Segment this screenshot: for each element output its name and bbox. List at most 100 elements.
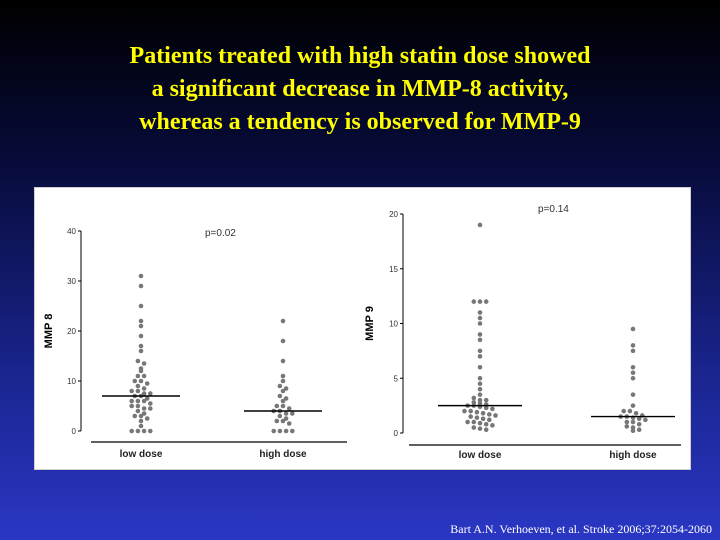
data-point: [624, 424, 630, 429]
data-point: [135, 403, 141, 409]
data-point: [477, 397, 483, 403]
data-point: [468, 408, 474, 414]
data-point: [277, 428, 283, 434]
data-point: [135, 373, 141, 379]
data-point: [627, 408, 633, 414]
data-point: [471, 419, 477, 425]
data-point: [630, 425, 636, 430]
data-point: [129, 388, 134, 394]
data-point: [483, 427, 489, 433]
data-point: [493, 413, 498, 418]
data-point: [477, 401, 483, 406]
data-point: [138, 303, 144, 309]
p-value-annotation: p=0.14: [538, 204, 569, 215]
data-point: [135, 428, 141, 434]
data-point: [477, 332, 483, 337]
title-line-3: whereas a tendency is observed for MMP-9: [139, 109, 581, 135]
data-point: [274, 403, 280, 409]
data-point: [290, 428, 295, 434]
data-point: [465, 419, 470, 425]
data-point: [148, 401, 153, 406]
data-point: [483, 397, 489, 403]
data-point: [280, 318, 286, 324]
data-point: [630, 326, 636, 332]
data-point: [474, 415, 480, 420]
mmp9-chart: 0 5 10 15 20 MMP 9 p=0.14 low dose high dose: [364, 204, 681, 461]
data-point: [477, 420, 483, 426]
data-point: [144, 396, 150, 401]
data-point: [477, 337, 483, 343]
data-point: [283, 396, 289, 401]
data-point: [283, 428, 289, 434]
data-point: [129, 428, 134, 434]
data-point: [138, 333, 144, 339]
data-point: [490, 406, 495, 412]
data-point: [630, 343, 636, 348]
data-point: [633, 410, 639, 416]
category-label: high dose: [609, 450, 657, 461]
data-point: [135, 388, 141, 394]
data-point: [480, 410, 486, 416]
data-point: [144, 416, 150, 421]
data-point: [138, 283, 144, 289]
data-point: [129, 398, 134, 404]
data-point: [271, 428, 276, 434]
data-point: [141, 361, 147, 366]
y-axis-label: MMP 9: [364, 306, 376, 341]
data-point: [132, 378, 138, 384]
data-point: [477, 375, 483, 381]
data-point: [624, 419, 630, 425]
title-line-2: a significant decrease in MMP-8 activity…: [151, 76, 569, 102]
data-point: [277, 393, 283, 399]
data-point: [280, 358, 286, 364]
data-point: [471, 400, 477, 405]
data-point: [630, 403, 636, 408]
data-point: [280, 388, 286, 394]
data-point: [477, 354, 483, 359]
data-point: [477, 426, 483, 431]
data-point: [477, 222, 483, 228]
data-point: [280, 403, 286, 409]
data-point: [138, 318, 144, 324]
data-point: [277, 413, 283, 419]
data-point: [630, 419, 636, 425]
data-point: [135, 398, 141, 404]
data-point: [477, 365, 483, 370]
citation: Bart A.N. Verhoeven, et al. Stroke 2006;…: [450, 522, 712, 536]
data-point: [630, 375, 636, 381]
data-point: [630, 428, 636, 434]
data-point: [630, 370, 636, 376]
data-point: [483, 405, 489, 411]
title-line-1: Patients treated with high statin dose s…: [129, 43, 591, 69]
chart-svg: 0 10 20 30 40 MMP 8 p=0.02 low dose high dose 0 5…: [43, 204, 681, 461]
data-point: [636, 421, 642, 427]
data-point: [286, 421, 292, 426]
data-point: [477, 386, 483, 392]
data-point: [290, 411, 295, 416]
data-point: [490, 423, 495, 428]
data-point: [462, 408, 467, 414]
data-point: [477, 299, 483, 304]
y-tick-label: 0: [72, 427, 77, 436]
data-point: [280, 338, 286, 344]
data-point: [468, 414, 474, 419]
y-tick-label: 15: [389, 265, 398, 274]
data-point: [630, 365, 636, 370]
data-point: [471, 395, 477, 401]
y-tick-label: 20: [67, 327, 76, 336]
category-label: low dose: [459, 450, 502, 461]
data-point: [630, 392, 636, 397]
data-point: [138, 423, 144, 429]
data-point: [483, 421, 489, 427]
data-point: [280, 398, 286, 404]
data-point: [135, 383, 141, 389]
y-tick-label: 40: [67, 227, 76, 236]
data-point: [477, 381, 483, 387]
data-point: [141, 386, 147, 391]
data-point: [138, 368, 144, 374]
y-axis-label: MMP 8: [43, 314, 55, 349]
data-point: [144, 381, 150, 386]
data-point: [141, 428, 147, 434]
data-point: [474, 409, 480, 415]
data-point: [148, 391, 153, 396]
